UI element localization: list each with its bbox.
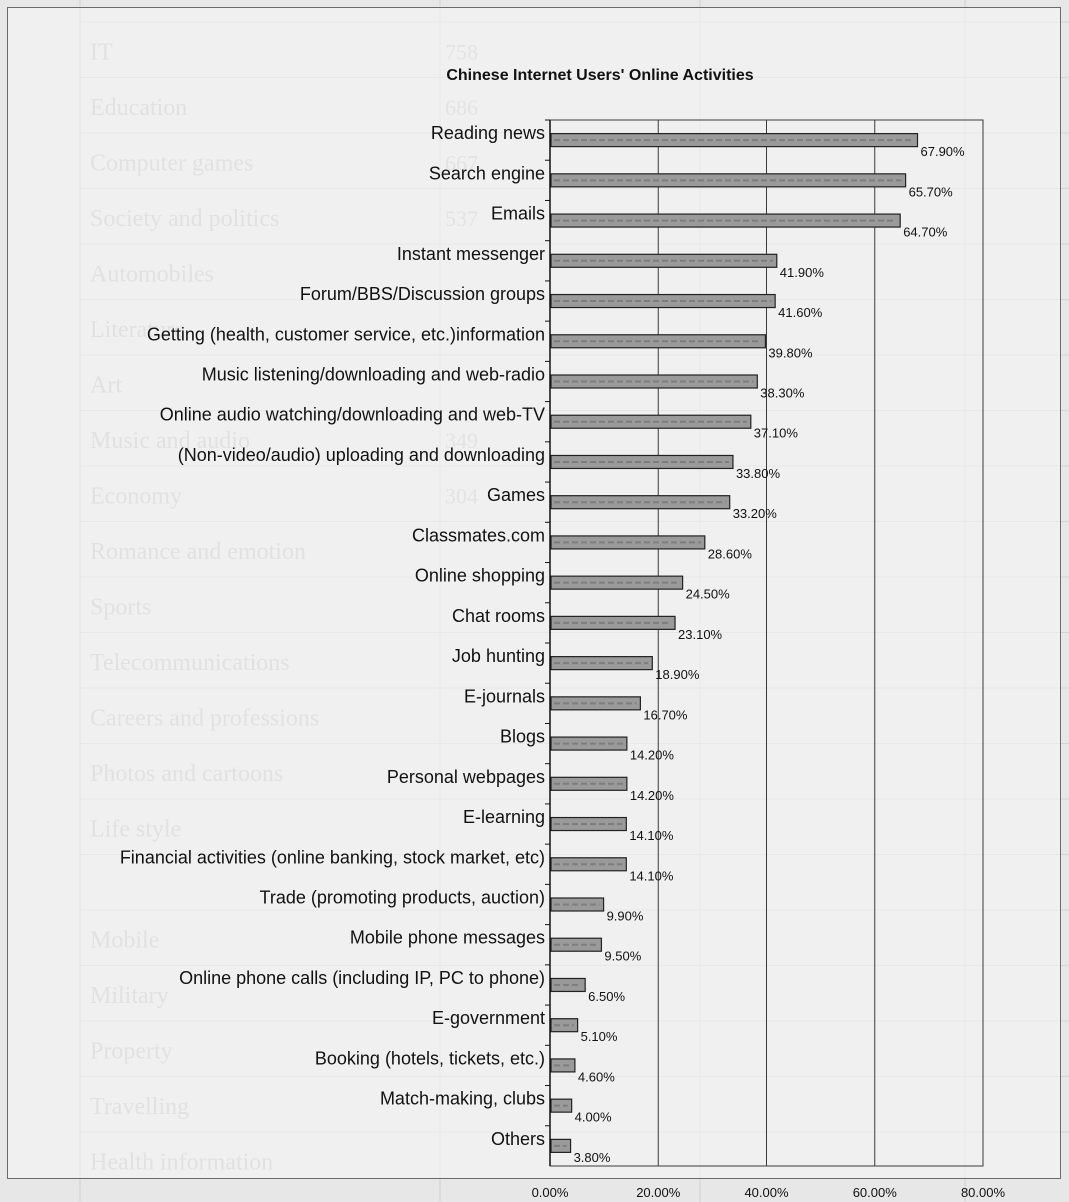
bar xyxy=(550,454,734,470)
value-label: 28.60% xyxy=(708,546,753,561)
value-label: 4.60% xyxy=(578,1069,615,1084)
category-label: Booking (hotels, tickets, etc.) xyxy=(315,1048,545,1068)
bars xyxy=(550,133,919,1153)
value-label: 41.60% xyxy=(778,305,823,320)
bar xyxy=(550,857,627,872)
x-tick-label: 80.00% xyxy=(961,1185,1006,1200)
category-label: Emails xyxy=(491,204,545,224)
value-label: 65.70% xyxy=(909,184,954,199)
category-label: Financial activities (online banking, st… xyxy=(120,847,545,867)
value-label: 41.90% xyxy=(780,265,825,280)
value-label: 9.90% xyxy=(607,909,644,924)
bar xyxy=(550,1138,572,1153)
category-label: E-learning xyxy=(463,807,545,827)
bar xyxy=(550,414,752,429)
value-label: 33.20% xyxy=(733,506,778,521)
category-label: Online audio watching/downloading and we… xyxy=(160,405,545,425)
bar xyxy=(550,816,627,832)
value-label: 24.50% xyxy=(686,587,731,602)
value-label: 38.30% xyxy=(760,386,805,401)
category-label: Mobile phone messages xyxy=(350,928,545,948)
category-label: Games xyxy=(487,485,545,505)
category-label: Online shopping xyxy=(415,566,545,586)
category-label: Trade (promoting products, auction) xyxy=(260,888,545,908)
x-tick-label: 40.00% xyxy=(744,1185,789,1200)
x-tick-label: 60.00% xyxy=(853,1185,898,1200)
category-label: Music listening/downloading and web-radi… xyxy=(202,365,545,385)
x-tick-label: 20.00% xyxy=(636,1185,681,1200)
category-label: Search engine xyxy=(429,163,545,183)
category-label: E-journals xyxy=(464,686,545,706)
x-tick-label: 0.00% xyxy=(532,1185,569,1200)
category-label: E-government xyxy=(432,1008,545,1028)
value-label: 23.10% xyxy=(678,627,723,642)
value-label: 39.80% xyxy=(768,345,813,360)
bar xyxy=(550,1058,576,1073)
value-label: 64.70% xyxy=(903,225,948,240)
value-label: 9.50% xyxy=(604,949,641,964)
value-label: 37.10% xyxy=(754,426,799,441)
value-label: 14.10% xyxy=(629,828,674,843)
bar xyxy=(550,736,628,751)
value-label: 4.00% xyxy=(575,1110,612,1125)
category-label: Blogs xyxy=(500,727,545,747)
value-label: 67.90% xyxy=(921,144,966,159)
category-label: (Non-video/audio) uploading and download… xyxy=(178,445,545,465)
category-label: Chat rooms xyxy=(452,606,545,626)
value-label: 16.70% xyxy=(643,707,688,722)
labels: Reading news 67.90% Search engine 65.70% Ema… xyxy=(120,123,965,1165)
category-label: Job hunting xyxy=(452,646,545,666)
value-label: 18.90% xyxy=(655,667,700,682)
value-label: 33.80% xyxy=(736,466,781,481)
bar xyxy=(550,575,684,590)
bar xyxy=(550,776,628,791)
category-label: Classmates.com xyxy=(412,525,545,545)
bar xyxy=(550,1098,573,1113)
value-label: 14.10% xyxy=(629,868,674,883)
value-label: 6.50% xyxy=(588,989,625,1004)
value-label: 14.20% xyxy=(630,748,675,763)
category-label: Match-making, clubs xyxy=(380,1089,545,1109)
category-label: Personal webpages xyxy=(387,767,545,787)
value-label: 14.20% xyxy=(630,788,675,803)
value-label: 5.10% xyxy=(581,1029,618,1044)
category-label: Getting (health, customer service, etc.)… xyxy=(147,324,545,344)
axes: 0.00% 20.00% 40.00% 60.00% 80.00% xyxy=(532,119,1006,1200)
chart-frame xyxy=(7,7,1061,1179)
chart-title: Chinese Internet Users' Online Activitie… xyxy=(446,67,753,84)
category-label: Others xyxy=(491,1129,545,1149)
category-label: Forum/BBS/Discussion groups xyxy=(300,284,545,304)
category-label: Instant messenger xyxy=(397,244,545,264)
category-label: Online phone calls (including IP, PC to … xyxy=(179,968,545,988)
value-label: 3.80% xyxy=(574,1150,611,1165)
category-label: Reading news xyxy=(431,123,545,143)
